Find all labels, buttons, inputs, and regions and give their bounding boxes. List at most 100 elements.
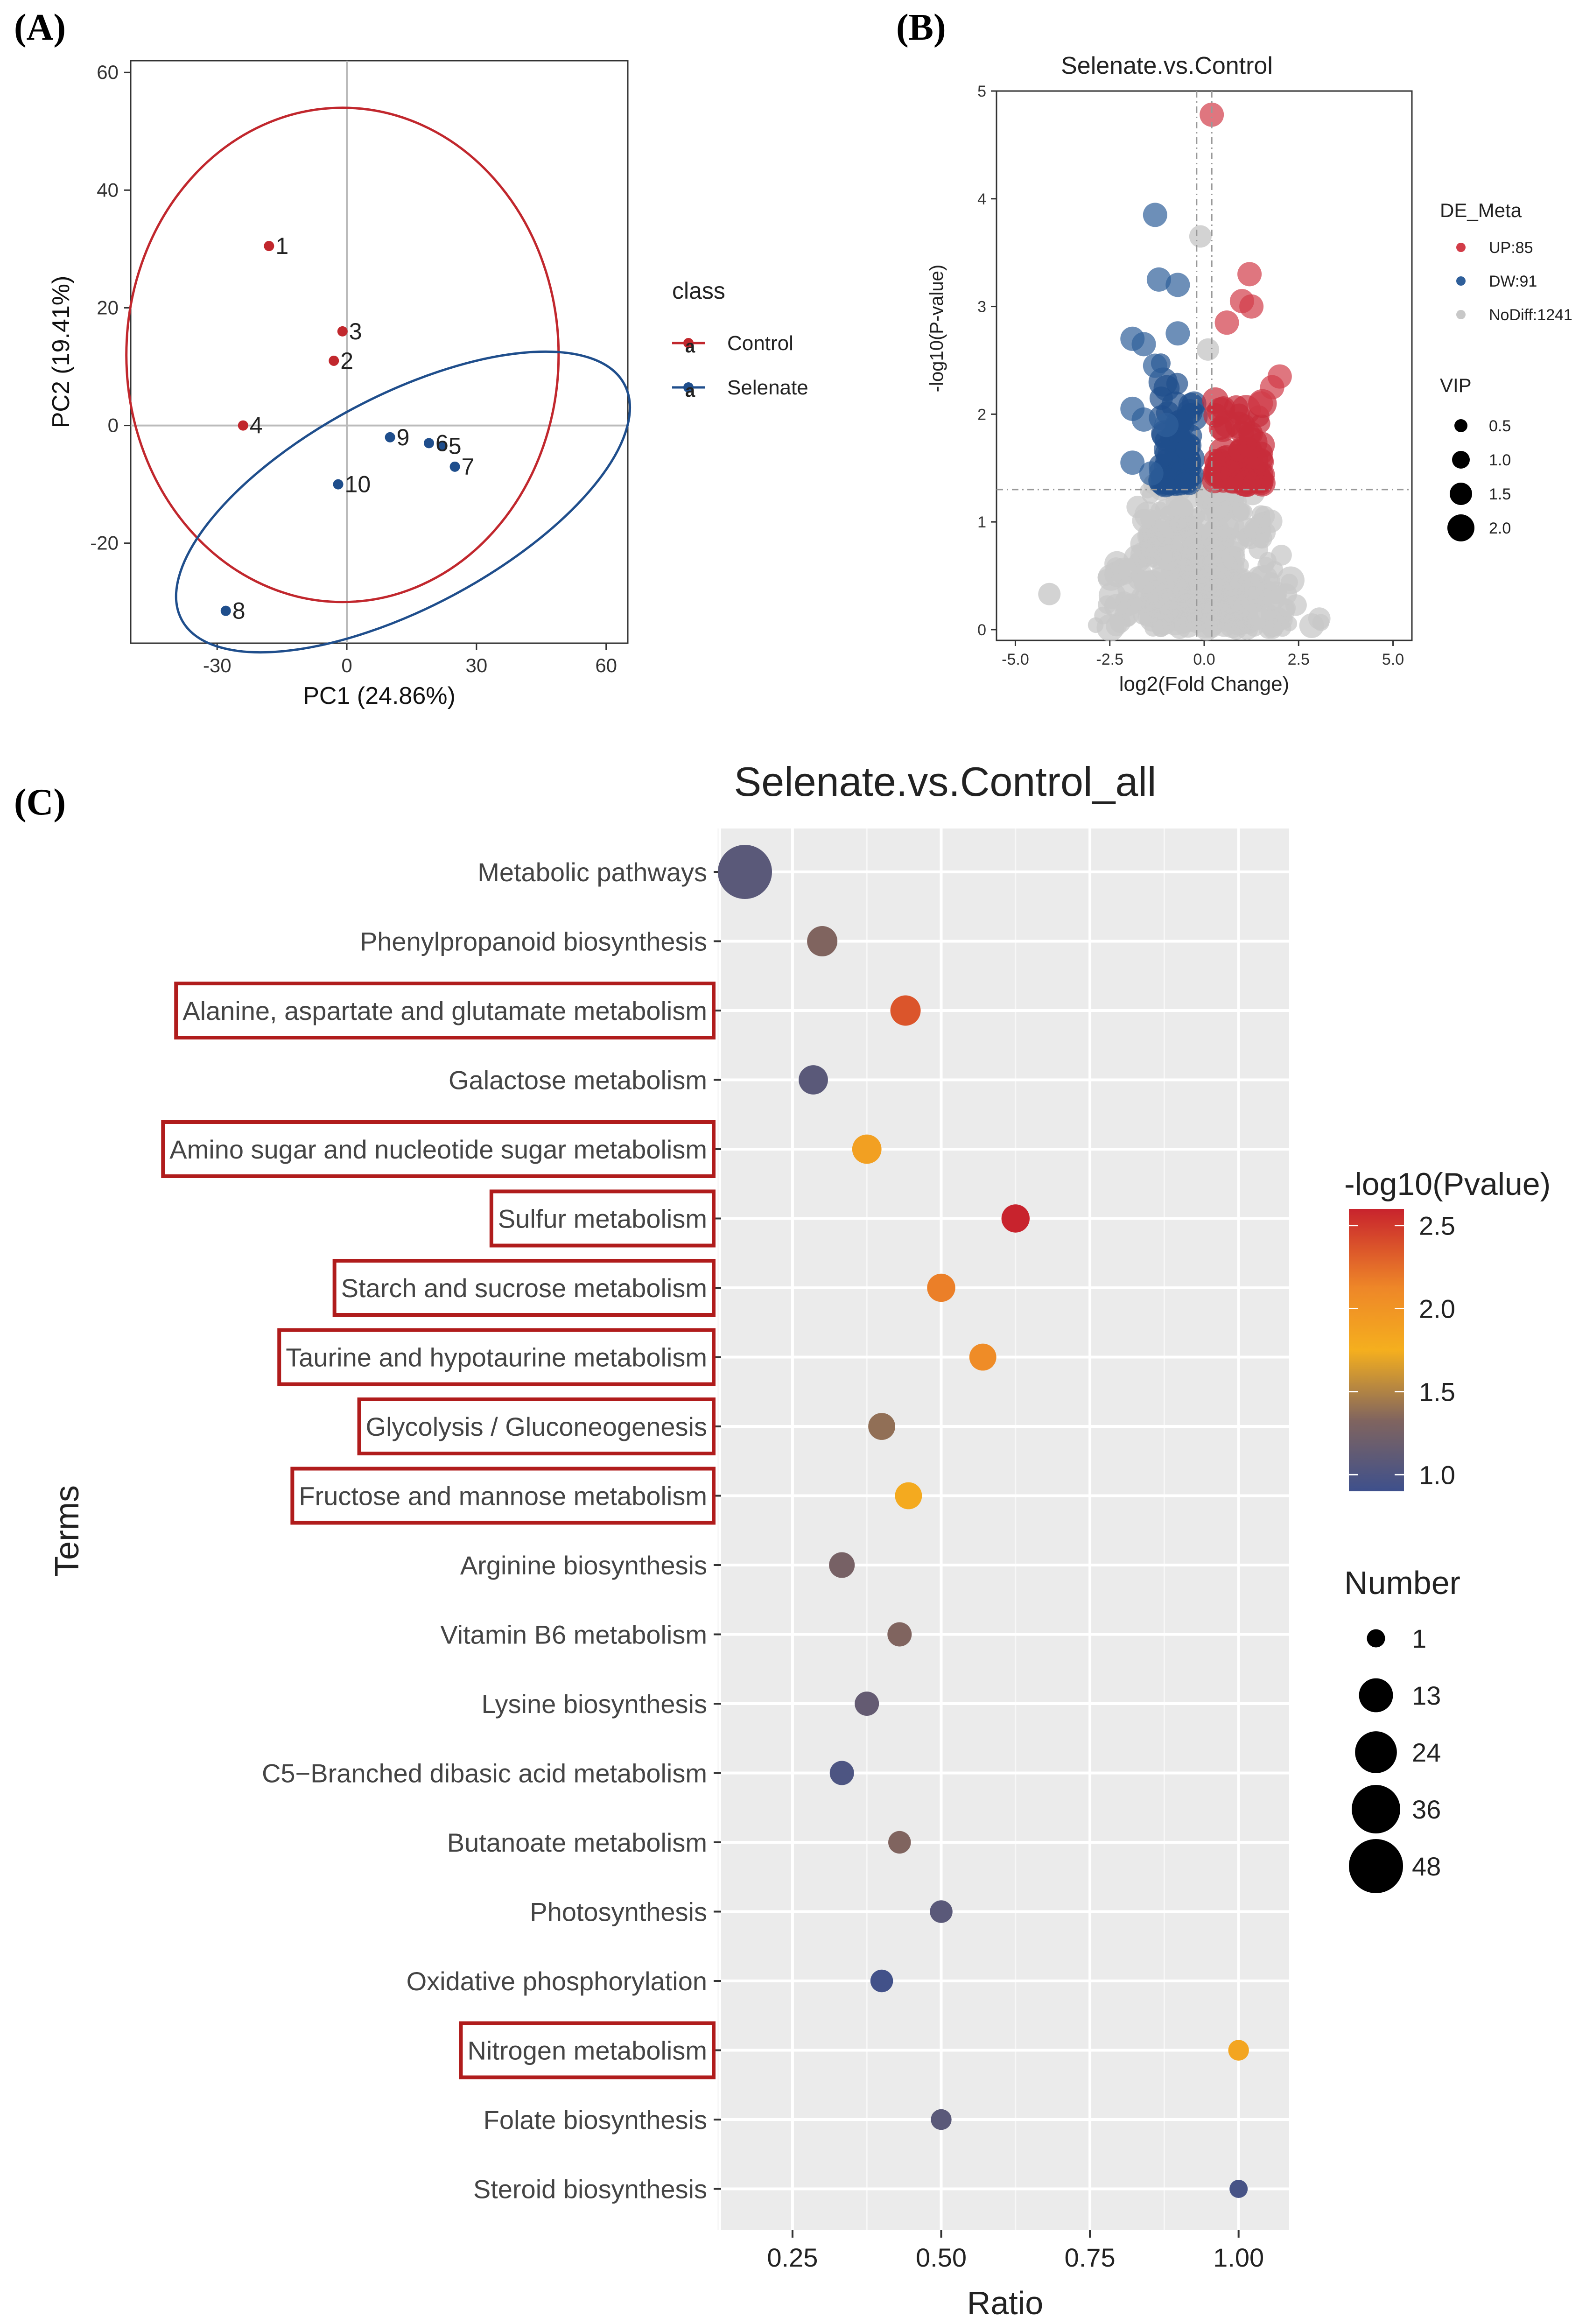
volcano-nodiff-point — [1232, 502, 1251, 520]
volcano-down-point — [1175, 440, 1195, 460]
pca-point-label: 7 — [462, 454, 475, 480]
volcano-up-point — [1249, 391, 1273, 416]
volcano-vip-key — [1450, 483, 1472, 505]
volcano-nodiff-point — [1230, 610, 1254, 634]
enrichment-title: Selenate.vs.Control_all — [734, 758, 1157, 805]
size-legend-key — [1352, 1785, 1400, 1833]
pca-ytick-label: -20 — [90, 532, 119, 554]
volcano-nodiff-point — [1169, 617, 1191, 639]
pca-ytick-label: 20 — [97, 296, 119, 318]
panel-c: (C) Selenate.vs.Control_all Metabolic path… — [14, 758, 1551, 2321]
volcano-down-point — [1174, 472, 1195, 493]
pca-legend-key-dot — [683, 338, 694, 348]
pca-point-label: 4 — [250, 413, 263, 439]
volcano-xtick-label: 5.0 — [1382, 651, 1404, 668]
size-legend-title: Number — [1344, 1565, 1460, 1601]
pca-point — [337, 326, 348, 337]
pca-x-axis-title: PC1 (24.86%) — [303, 682, 456, 709]
pca-point — [220, 605, 231, 616]
enrichment-term-highlight-box — [290, 1467, 716, 1525]
enrichment-term-label: Alanine, aspartate and glutamate metabol… — [182, 996, 707, 1025]
enrichment-term-label: Folate biosynthesis — [484, 2105, 707, 2134]
enrichment-bubble — [895, 1482, 922, 1510]
enrichment-bubble — [969, 1343, 997, 1371]
volcano-down-cloud — [1148, 353, 1208, 498]
pca-point — [449, 461, 460, 472]
volcano-vip-label: 1.0 — [1489, 451, 1511, 469]
volcano-xtick-label: -2.5 — [1096, 651, 1123, 668]
pca-legend-key-glyph: a — [685, 337, 695, 357]
enrichment-panel-bg — [721, 828, 1289, 2230]
pca-legend-label: Selenate — [727, 376, 808, 399]
volcano-nodiff-point — [1174, 589, 1199, 614]
volcano-y-axis-title: -log10(P-value) — [926, 265, 947, 392]
size-legend-label: 48 — [1412, 1852, 1441, 1881]
panel-b-label: (B) — [896, 7, 946, 48]
volcano-nodiff-point — [1249, 540, 1269, 559]
enrichment-bubble — [870, 1969, 893, 1993]
size-legend-label: 24 — [1412, 1738, 1441, 1767]
color-legend-label: 2.0 — [1419, 1294, 1455, 1324]
volcano-nodiff-point — [1160, 506, 1176, 521]
enrichment-bubble — [717, 844, 772, 899]
panel-c-label: (C) — [14, 782, 66, 823]
enrichment-bubble — [855, 1692, 879, 1716]
pca-point-label: 8 — [232, 598, 246, 624]
volcano-legend-title: DE_Meta — [1440, 199, 1522, 221]
volcano-down-point — [1154, 413, 1179, 437]
size-legend-label: 36 — [1412, 1795, 1441, 1824]
volcano-up-point — [1203, 403, 1228, 428]
enrichment-term-label: Photosynthesis — [530, 1897, 707, 1927]
volcano-ytick-label: 4 — [977, 190, 986, 208]
volcano-down-point — [1139, 461, 1164, 486]
enrichment-term-label: Metabolic pathways — [477, 857, 707, 887]
enrichment-term-label: Taurine and hypotaurine metabolism — [286, 1343, 707, 1372]
enrichment-term-label: Steroid biosynthesis — [473, 2175, 707, 2204]
pca-point — [424, 438, 434, 449]
pca-ellipse-selenate — [175, 350, 632, 654]
enrichment-term-label: Arginine biosynthesis — [460, 1551, 707, 1580]
size-legend-key — [1348, 1839, 1404, 1894]
volcano-ytick-label: 0 — [977, 621, 986, 639]
volcano-down-point — [1165, 273, 1190, 297]
pca-xtick-label: 0 — [341, 654, 352, 676]
enrichment-bubble — [888, 1831, 911, 1854]
volcano-nodiff-point — [1266, 620, 1283, 637]
enrichment-term-highlight-box — [357, 1397, 716, 1455]
volcano-nodiff-point — [1133, 570, 1157, 594]
pca-ellipse-control — [125, 106, 560, 604]
volcano-vip-label: 0.5 — [1489, 417, 1511, 435]
enrichment-term-label: Galactose metabolism — [449, 1066, 707, 1095]
volcano-title: Selenate.vs.Control — [1061, 52, 1273, 79]
enrichment-term-highlight-box — [332, 1259, 716, 1317]
volcano-nodiff-point — [1145, 593, 1172, 620]
color-legend-label: 1.0 — [1419, 1460, 1455, 1489]
panel-a-label: (A) — [14, 7, 66, 48]
pca-point — [264, 241, 274, 252]
volcano-nodiff-point — [1197, 338, 1220, 361]
enrichment-bubble — [829, 1552, 855, 1578]
pca-point-label: 6 — [435, 430, 449, 456]
panel-b: (B) Selenate.vs.Control -5.0 -2.5 0.0 2.5 5.0 0… — [896, 7, 1572, 695]
volcano-legend-key — [1456, 276, 1466, 286]
volcano-down-point — [1131, 407, 1156, 432]
volcano-up-point — [1228, 440, 1249, 460]
volcano-ytick-label: 1 — [977, 513, 986, 531]
pca-point-label: 2 — [340, 348, 353, 374]
volcano-down-point — [1165, 321, 1190, 346]
enrichment-x-axis-title: Ratio — [967, 2285, 1043, 2321]
volcano-up-point — [1214, 310, 1239, 335]
volcano-up-point — [1220, 471, 1243, 494]
pca-ytick-label: 60 — [97, 61, 119, 83]
enrichment-bubble — [868, 1413, 895, 1440]
volcano-nodiff-cloud — [1088, 470, 1331, 642]
size-legend-key — [1359, 1678, 1393, 1713]
pca-xtick-label: 30 — [466, 654, 488, 676]
volcano-x-axis-title: log2(Fold Change) — [1119, 673, 1289, 695]
volcano-vip-label: 2.0 — [1489, 520, 1511, 537]
pca-legend-label: Control — [727, 332, 793, 355]
volcano-down-point — [1146, 267, 1171, 292]
volcano-nodiff-point — [1094, 606, 1112, 625]
volcano-vip-label: 1.5 — [1489, 485, 1511, 503]
